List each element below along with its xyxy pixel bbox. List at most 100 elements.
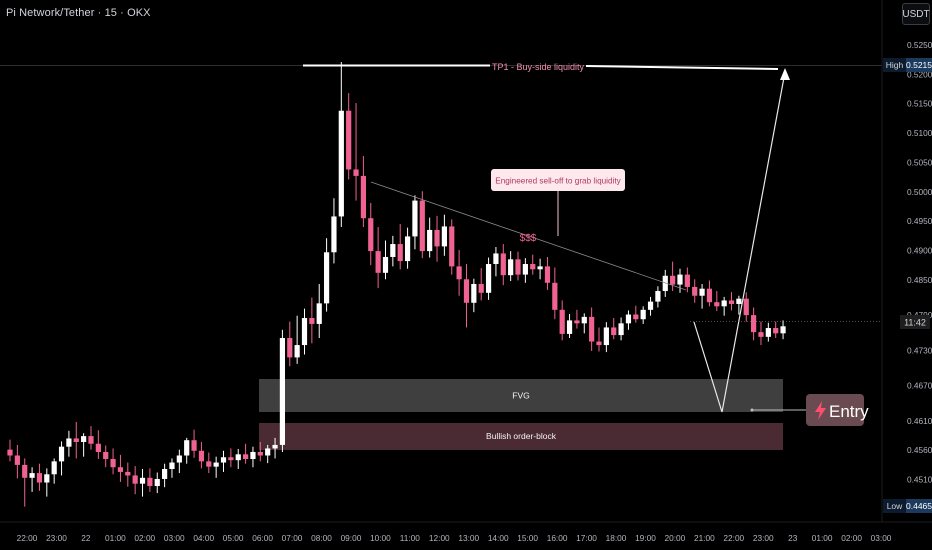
- candle-39: [294, 315, 300, 364]
- candle-body-63: [471, 283, 477, 303]
- candle-25: [191, 429, 197, 458]
- candle-44: [331, 198, 337, 264]
- time-tick-2: 22: [81, 533, 91, 543]
- time-tick-29: 03:00: [871, 533, 892, 543]
- candle-body-72: [537, 266, 543, 270]
- projection-path: [693, 68, 790, 413]
- candle-76: [566, 313, 573, 339]
- candle-74: [552, 267, 558, 320]
- tp1-annotation: TP1 - Buy-side liquidity: [303, 62, 779, 72]
- candle-body-26: [198, 450, 205, 462]
- time-tick-9: 07:00: [282, 533, 303, 543]
- candle-7: [58, 441, 65, 476]
- time-tick-1: 23:00: [46, 533, 67, 543]
- candle-body-96: [714, 302, 720, 307]
- time-tick-14: 12:00: [429, 533, 450, 543]
- currency-button[interactable]: USDT: [902, 3, 930, 25]
- candle-28: [213, 456, 219, 478]
- candle-59: [441, 214, 447, 256]
- candle-body-25: [191, 440, 197, 451]
- candle-body-24: [184, 440, 190, 456]
- tp1-label: TP1 - Buy-side liquidity: [492, 62, 585, 72]
- candle-body-53: [397, 244, 403, 262]
- price-tick-11: 0.4670: [907, 381, 932, 391]
- time-tick-25: 23:00: [753, 533, 774, 543]
- time-tick-11: 09:00: [341, 533, 362, 543]
- time-tick-6: 04:00: [193, 533, 214, 543]
- time-tick-12: 10:00: [370, 533, 391, 543]
- candle-body-103: [765, 328, 771, 337]
- candle-61: [456, 249, 462, 296]
- candle-body-48: [360, 175, 366, 219]
- price-tick-0: 0.5250: [907, 40, 932, 50]
- candle-body-61: [456, 266, 462, 280]
- candle-body-58: [434, 229, 440, 247]
- candle-body-33: [250, 451, 256, 460]
- candle-body-97: [721, 300, 727, 307]
- candle-body-34: [257, 451, 263, 456]
- candle-body-18: [139, 477, 146, 484]
- candles: [7, 61, 786, 507]
- candle-54: [404, 227, 411, 269]
- price-tick-6: 0.4950: [907, 216, 932, 226]
- price-tick-2: 0.5150: [907, 99, 932, 109]
- candle-body-99: [736, 298, 742, 304]
- candle-body-45: [338, 110, 344, 217]
- candle-body-78: [581, 316, 587, 324]
- candle-body-23: [176, 455, 182, 463]
- candle-body-47: [353, 169, 359, 176]
- candle-body-29: [220, 457, 227, 463]
- order-block-label: Bullish order-block: [486, 431, 557, 441]
- candle-body-35: [265, 448, 271, 456]
- price-tick-14: 0.4510: [907, 475, 932, 485]
- candle-body-87: [647, 301, 654, 310]
- candle-body-0: [7, 449, 13, 456]
- candle-78: [581, 313, 587, 334]
- candle-26: [198, 441, 205, 469]
- candle-31: [235, 449, 241, 469]
- candle-23: [176, 449, 182, 474]
- candle-20: [154, 472, 160, 494]
- price-tick-4: 0.5050: [907, 157, 932, 167]
- candle-75: [559, 300, 565, 341]
- candle-body-102: [758, 332, 764, 337]
- candle-body-28: [213, 462, 219, 467]
- candle-15: [117, 454, 124, 482]
- candle-43: [323, 238, 330, 312]
- candle-body-12: [95, 443, 101, 452]
- candle-12: [95, 430, 101, 460]
- candle-body-55: [412, 200, 418, 237]
- candle-body-89: [662, 275, 668, 292]
- entry-label: Entry: [829, 402, 869, 421]
- candle-body-13: [103, 451, 109, 460]
- candle-body-4: [36, 473, 43, 483]
- time-axis: 22:00 23:00 22 01:00 02:00 03:00 04:00 05:00 06:…: [17, 533, 892, 543]
- low-label: Low: [887, 501, 903, 511]
- candle-1: [14, 444, 20, 479]
- high-price-badge: High 0.5215: [883, 58, 932, 72]
- candle-85: [633, 305, 639, 323]
- time-tick-19: 17:00: [576, 533, 597, 543]
- candle-49: [368, 202, 374, 266]
- time-tick-7: 05:00: [223, 533, 244, 543]
- time-tick-18: 16:00: [547, 533, 568, 543]
- candle-body-43: [323, 252, 330, 304]
- candle-body-6: [51, 461, 57, 475]
- candle-body-62: [463, 279, 470, 303]
- candle-105: [780, 320, 786, 340]
- candle-72: [537, 258, 543, 280]
- candle-body-8: [66, 438, 72, 447]
- candle-97: [721, 296, 727, 316]
- candle-body-44: [331, 216, 337, 253]
- candle-50: [375, 227, 381, 289]
- candle-body-84: [625, 314, 632, 324]
- candle-22: [169, 458, 175, 478]
- candle-51: [382, 240, 389, 280]
- candle-87: [647, 296, 654, 316]
- candle-body-79: [589, 316, 595, 342]
- candle-body-1: [14, 455, 20, 465]
- time-tick-28: 02:00: [841, 533, 862, 543]
- fvg-zone: FVG: [259, 379, 783, 412]
- candle-30: [228, 448, 234, 468]
